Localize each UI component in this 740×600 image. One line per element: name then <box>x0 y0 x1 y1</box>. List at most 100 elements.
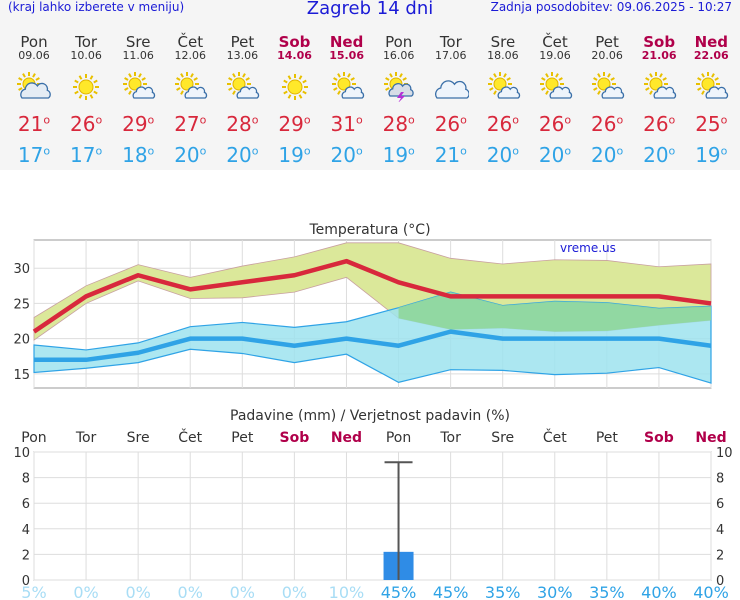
day-date: 16.06 <box>382 49 415 62</box>
day-name: Ned <box>329 33 364 51</box>
max-temp: 29o <box>278 112 311 136</box>
max-temp: 28o <box>226 112 259 136</box>
day-name: Ned <box>694 33 729 51</box>
day-name: Čet <box>542 33 568 51</box>
precip-plot-area <box>33 451 712 581</box>
max-temp: 26o <box>591 112 624 136</box>
precip-day-label: Ned <box>695 430 726 446</box>
band-overlap <box>398 292 711 332</box>
min-temp: 20o <box>330 143 363 167</box>
day-date: 21.06 <box>641 49 677 62</box>
y-tick-label-left: 2 <box>22 548 30 563</box>
sun-icon <box>269 72 321 106</box>
sun-cloud-icon <box>321 72 373 106</box>
day-name: Sre <box>125 33 151 51</box>
max-temp: 26o <box>70 112 103 136</box>
precip-day-label: Sob <box>644 430 674 446</box>
y-tick-label: 15 <box>13 368 30 383</box>
y-tick-label: 30 <box>13 262 30 277</box>
day-name: Tor <box>439 33 462 51</box>
day-date: 12.06 <box>174 49 207 62</box>
day-name: Sre <box>490 33 516 51</box>
precip-day-label: Pon <box>21 430 46 446</box>
y-tick-label-left: 8 <box>22 472 30 487</box>
day-date: 22.06 <box>693 49 729 62</box>
max-temp: 26o <box>486 112 519 136</box>
sun-cloud-icon <box>685 72 737 106</box>
day-date: 14.06 <box>277 49 312 62</box>
max-temp: 26o <box>434 112 467 136</box>
precip-probability: 40% <box>641 583 677 600</box>
day-date: 15.06 <box>329 49 364 62</box>
min-temp: 20o <box>174 143 207 167</box>
precip-day-label: Čet <box>178 428 202 446</box>
min-temp: 20o <box>486 143 519 167</box>
precip-probability: 10% <box>329 583 365 600</box>
day-name: Pon <box>385 33 413 51</box>
sun-cloud-icon <box>633 72 685 106</box>
min-temp-line <box>34 329 712 363</box>
precip-day-label: Pon <box>386 430 411 446</box>
y-tick-label-left: 4 <box>22 523 30 538</box>
precip-probability: 35% <box>485 583 521 600</box>
y-tick-label-right: 4 <box>716 523 724 538</box>
y-tick-label-left: 0 <box>22 574 30 589</box>
day-date: 10.06 <box>70 49 102 62</box>
max-temp: 21o <box>17 112 51 136</box>
min-temp: 20o <box>226 143 259 167</box>
day-name: Sob <box>278 33 311 51</box>
location-hint-link[interactable]: (kraj lahko izberete v meniju) <box>8 0 185 14</box>
temperature-chart-title: Temperatura (°C) <box>308 222 430 238</box>
min-temp: 19o <box>382 143 415 167</box>
min-temp: 20o <box>591 143 624 167</box>
y-tick-label: 25 <box>13 297 30 312</box>
precip-day-label: Sre <box>491 430 514 446</box>
day-name: Pet <box>595 33 619 51</box>
precip-probability: 30% <box>537 583 573 600</box>
min-temp: 20o <box>643 143 676 167</box>
min-temp: 21o <box>434 143 467 167</box>
precip-day-label: Pet <box>596 430 619 446</box>
precip-probability: 40% <box>693 583 729 600</box>
max-temp: 25o <box>695 112 728 136</box>
sun-cloud-icon <box>581 72 633 106</box>
precip-probability: 0% <box>73 583 98 600</box>
max-temp: 28o <box>382 112 415 136</box>
precip-day-label: Sob <box>280 430 310 446</box>
y-tick-label: 20 <box>13 333 30 348</box>
day-date: 18.06 <box>487 49 519 62</box>
sun-cloud-icon <box>529 72 581 106</box>
precip-probability: 0% <box>125 583 150 600</box>
precip-chart-title: Padavine (mm) / Verjetnost padavin (%) <box>230 408 510 424</box>
day-name: Čet <box>177 33 204 51</box>
precip-probability: 35% <box>589 583 625 600</box>
precip-day-label: Tor <box>439 430 461 446</box>
precip-day-label: Sre <box>127 430 150 446</box>
precip-probability: 45% <box>433 583 469 600</box>
y-tick-label-right: 0 <box>716 574 724 589</box>
day-name: Pet <box>230 33 255 51</box>
y-tick-label-right: 6 <box>716 497 724 512</box>
max-temp: 26o <box>538 112 572 136</box>
min-temp: 20o <box>538 143 572 167</box>
precip-probability: 0% <box>178 583 203 600</box>
last-update: Zadnja posodobitev: 09.06.2025 - 10:27 <box>490 0 732 14</box>
y-tick-label-right: 10 <box>716 446 733 461</box>
min-temp: 19o <box>695 143 728 167</box>
y-tick-label-right: 8 <box>716 472 724 487</box>
max-temp: 31o <box>330 112 363 136</box>
y-tick-label-left: 6 <box>22 497 30 512</box>
max-temp: 29o <box>122 112 155 136</box>
precip-probability: 45% <box>381 583 417 600</box>
min-temp: 17o <box>17 143 51 167</box>
sun-cloud-icon <box>164 72 216 106</box>
precip-day-label: Tor <box>75 430 97 446</box>
day-date: 19.06 <box>539 49 571 62</box>
precip-probability: 0% <box>230 583 255 600</box>
min-temp: 19o <box>278 143 311 167</box>
day-name: Pon <box>20 33 48 51</box>
y-tick-label-right: 2 <box>716 548 724 563</box>
min-temp: 17o <box>70 143 103 167</box>
day-name: Tor <box>75 33 98 51</box>
